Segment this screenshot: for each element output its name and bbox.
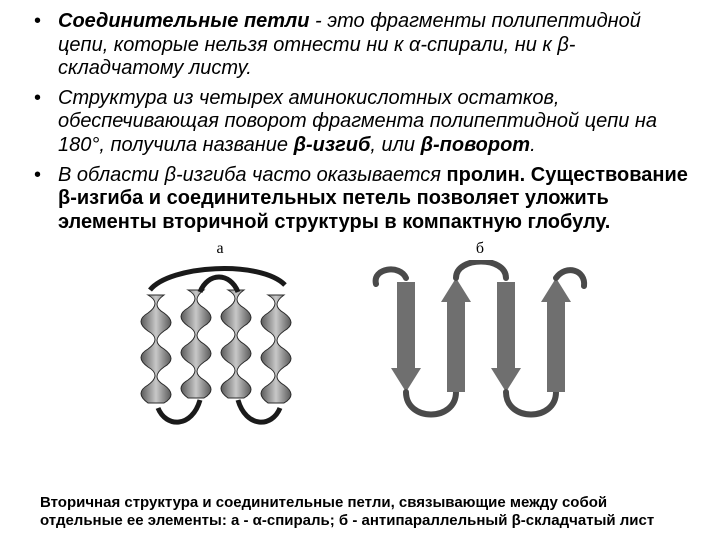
bullet-list: Соединительные петли - это фрагменты пол…	[30, 10, 690, 234]
alpha-helix-icon	[130, 260, 310, 430]
bullet-1: Соединительные петли - это фрагменты пол…	[54, 10, 690, 81]
bullet-3: В области β-изгиба часто оказывается про…	[54, 164, 690, 235]
figure-b: б	[370, 240, 590, 430]
bullet-2-p3: .	[530, 134, 536, 156]
bullet-3-p1: В области β-изгиба часто оказывается	[58, 164, 447, 186]
bullet-2: Структура из четырех аминокислотных оста…	[54, 87, 690, 158]
beta-sheet-icon	[370, 260, 590, 430]
bullet-2-term1: β-изгиб	[294, 134, 371, 156]
slide: Соединительные петли - это фрагменты пол…	[0, 0, 720, 540]
figure-a: а	[130, 240, 310, 430]
bullet-2-p2: , или	[370, 134, 420, 156]
figure-caption: Вторичная структура и соединительные пет…	[40, 494, 680, 530]
figure-row: а	[30, 240, 690, 430]
figure-b-label: б	[476, 240, 484, 258]
bullet-1-lead: Соединительные петли	[58, 10, 309, 32]
bullet-2-term2: β-поворот	[421, 134, 531, 156]
figure-a-label: а	[216, 240, 223, 258]
bullet-3-term1: пролин.	[447, 164, 531, 186]
